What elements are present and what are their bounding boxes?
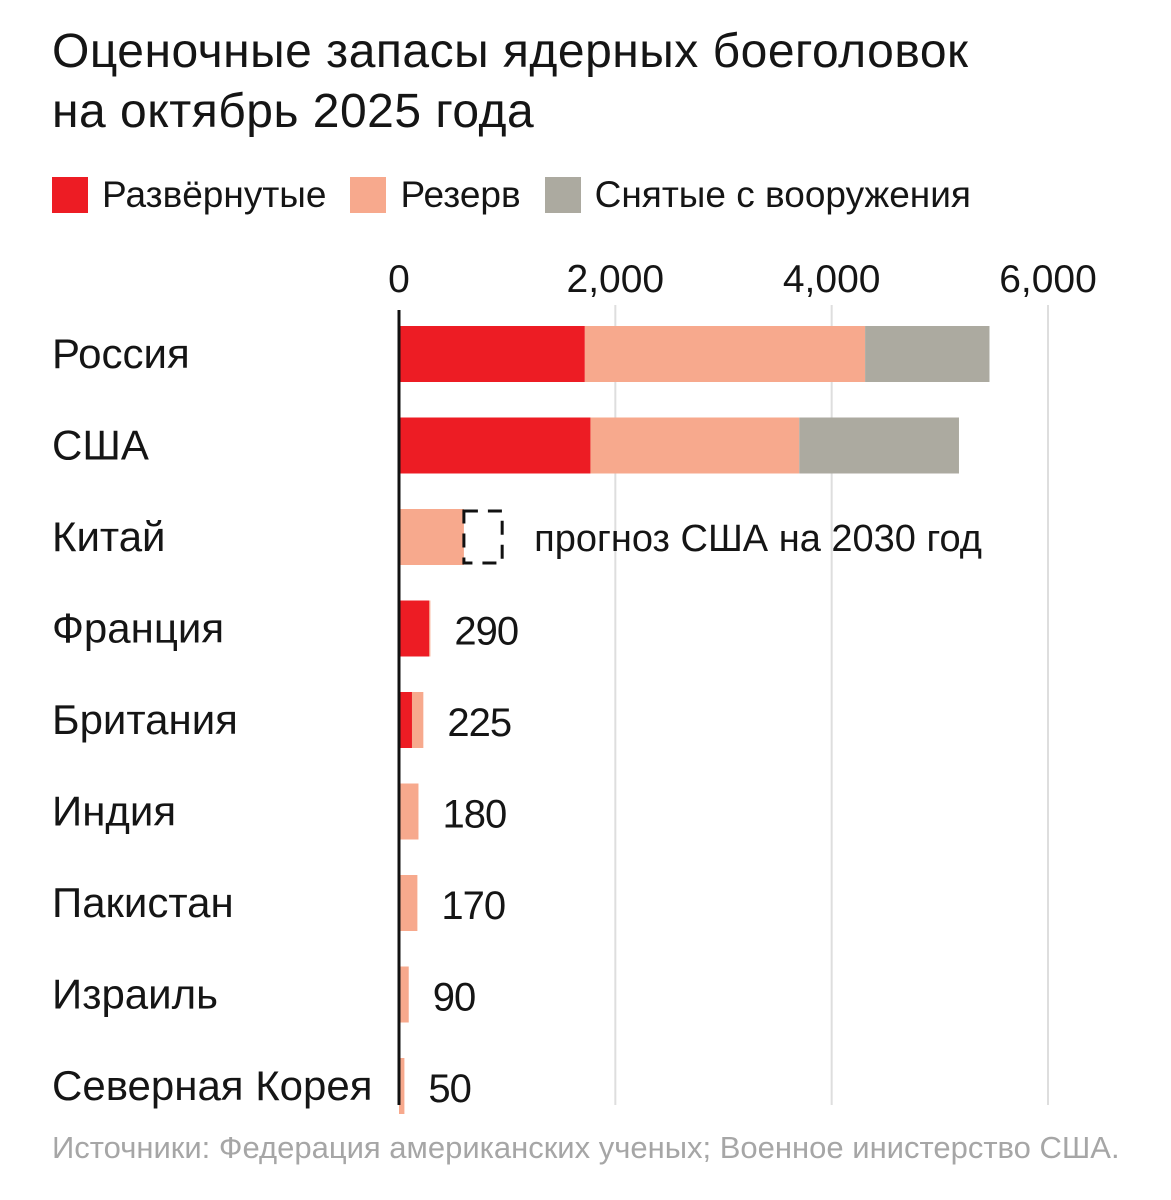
bar-retired-0 (865, 326, 989, 382)
bar-chart: 0 2,000 4,000 6,000 Россия США Китай прогноз СШ… (0, 0, 1171, 1200)
category-label-7: Израиль (52, 971, 218, 1018)
category-label-0: Россия (52, 330, 190, 377)
x-tick-label-2000: 2,000 (567, 258, 665, 301)
value-label-4: 225 (447, 701, 511, 745)
value-label-6: 170 (441, 884, 505, 928)
projection-label: прогноз США на 2030 год (534, 518, 982, 560)
category-label-4: Британия (52, 696, 238, 743)
bar-reserve-3 (429, 601, 430, 657)
bar-reserve-4 (412, 692, 423, 748)
category-label-6: Пакистан (52, 879, 234, 926)
bar-reserve-1 (590, 418, 799, 474)
x-tick-label-6000: 6,000 (999, 258, 1097, 301)
category-label-8: Северная Корея (52, 1062, 373, 1109)
bar-deployed-4 (399, 692, 412, 748)
value-label-3: 290 (454, 610, 518, 654)
bar-reserve-0 (585, 326, 865, 382)
x-tick-label-4000: 4,000 (783, 258, 881, 301)
x-tick-label-0: 0 (388, 258, 410, 301)
bar-reserve-5 (399, 784, 418, 840)
category-label-5: Индия (52, 788, 176, 835)
bar-reserve-2 (399, 509, 464, 565)
value-label-7: 90 (433, 976, 476, 1020)
category-label-2: Китай (52, 513, 166, 560)
bar-retired-1 (799, 418, 959, 474)
bar-deployed-1 (399, 418, 590, 474)
value-label-5: 180 (442, 793, 506, 837)
category-label-3: Франция (52, 605, 224, 652)
bar-deployed-3 (399, 601, 429, 657)
bar-reserve-6 (399, 875, 417, 931)
value-label-8: 50 (428, 1067, 471, 1111)
bar-deployed-0 (399, 326, 585, 382)
source-note: Источники: Федерация американских ученых… (52, 1130, 1120, 1166)
projection-box (464, 511, 502, 563)
category-label-1: США (52, 422, 149, 469)
